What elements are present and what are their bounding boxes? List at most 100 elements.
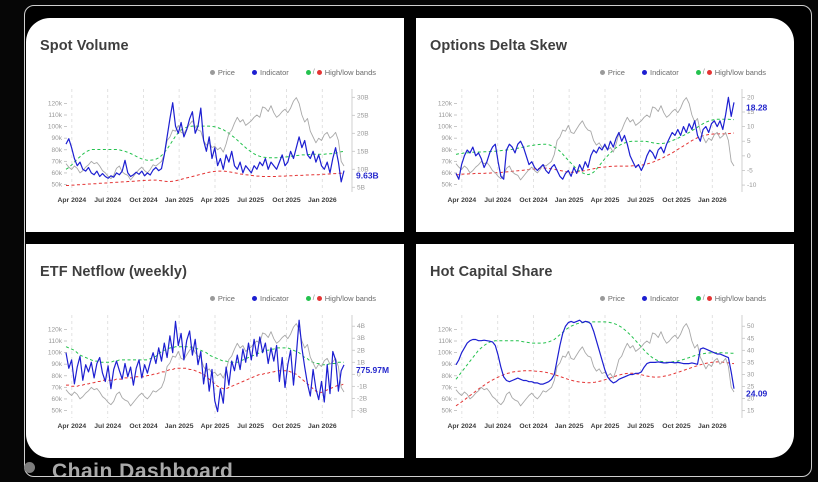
high-band-dot-icon [305,296,311,301]
x-gridlines [71,315,323,418]
chart-plot[interactable]: 120k 110k 100k 90k 80k 70k 60k 50k 4B 3B 2B 1B 0 -1B -… [26,244,404,458]
chart-card-options-delta-skew: Options Delta Skew Price Indicator / High… [416,18,794,232]
svg-text:-5: -5 [747,167,753,174]
low-band-dot-icon [706,296,712,301]
svg-text:15B: 15B [357,148,369,155]
x-gridlines [461,89,713,192]
svg-text:Apr 2024: Apr 2024 [57,423,86,430]
svg-text:Apr 2025: Apr 2025 [201,197,230,204]
svg-text:35: 35 [747,359,755,366]
svg-text:10B: 10B [357,166,369,173]
svg-text:Apr 2024: Apr 2024 [447,423,476,430]
svg-text:Jul 2024: Jul 2024 [484,197,511,204]
price-dot-icon [209,296,215,301]
svg-text:-3B: -3B [357,407,367,414]
x-axis-labels: Apr 2024 Jul 2024 Oct 2024 Jan 2025 Apr 2025… [447,197,726,204]
svg-text:Apr 2024: Apr 2024 [57,197,86,204]
svg-text:25B: 25B [357,112,369,119]
svg-text:110k: 110k [438,338,452,345]
svg-text:Jul 2025: Jul 2025 [237,197,264,204]
chart-card-spot-volume: Spot Volume Price Indicator / High/low ba… [26,18,404,232]
svg-text:20: 20 [747,396,755,403]
chart-plot[interactable]: 120k 110k 100k 90k 80k 70k 60k 50k 20 15 10 5 0 -5 -10… [416,18,794,232]
svg-text:70k: 70k [442,384,453,391]
low-band-dot-icon [316,70,322,75]
svg-text:5: 5 [747,138,751,145]
svg-text:Oct 2025: Oct 2025 [272,197,301,204]
svg-text:60k: 60k [442,396,453,403]
footer-text: Chain Dashboard [52,460,234,476]
price-dot-icon [209,70,215,75]
chart-plot[interactable]: 120k 110k 100k 90k 80k 70k 60k 50k 30B 25B 20B 15B 1… [26,18,404,232]
svg-text:50k: 50k [52,408,63,415]
high-band-dot-icon [695,70,701,75]
price-dot-icon [599,296,605,301]
svg-text:20: 20 [747,94,755,101]
svg-text:Apr 2025: Apr 2025 [201,423,230,430]
svg-text:60k: 60k [442,170,453,177]
svg-text:Oct 2025: Oct 2025 [662,197,691,204]
svg-text:Apr 2025: Apr 2025 [591,197,620,204]
svg-text:4B: 4B [357,323,365,330]
high-band-line [65,125,345,170]
svg-text:-1B: -1B [357,383,367,390]
indicator-value-label: 18.28 [746,102,768,112]
legend-indicator: Indicator [641,68,679,77]
high-band-line [455,118,734,176]
svg-text:-2B: -2B [357,395,367,402]
legend-indicator: Indicator [641,294,679,303]
svg-text:30: 30 [747,371,755,378]
chart-card-hot-capital-share: Hot Capital Share Price Indicator / High/… [416,244,794,458]
low-band-line [455,132,735,176]
svg-text:50k: 50k [442,182,453,189]
price-dot-icon [599,70,605,75]
svg-text:120k: 120k [438,100,453,107]
footer: Chain Dashboard [0,458,818,476]
chart-legend: Price Indicator / High/low bands [599,68,766,77]
indicator-dot-icon [641,296,647,301]
left-axis-labels: 120k 110k 100k 90k 80k 70k 60k 50k [438,326,457,415]
svg-text:Jan 2026: Jan 2026 [698,423,727,430]
x-axis-labels: Apr 2024 Jul 2024 Oct 2024 Jan 2025 Apr 2025… [57,423,336,430]
x-gridlines [461,315,713,418]
svg-text:10: 10 [747,124,755,131]
indicator-value-label: 775.97M [356,365,389,375]
high-band-line [455,321,734,380]
right-axis: 30B 25B 20B 15B 10B 5B [351,89,369,192]
svg-text:Oct 2024: Oct 2024 [519,423,548,430]
svg-text:110k: 110k [438,112,452,119]
svg-text:Jan 2025: Jan 2025 [555,197,584,204]
svg-text:120k: 120k [438,326,453,333]
right-axis: 20 15 10 5 0 -5 -10 [741,89,757,192]
svg-text:Oct 2025: Oct 2025 [662,423,691,430]
indicator-value-label: 9.63B [356,171,379,181]
svg-text:90k: 90k [442,361,453,368]
svg-text:Jan 2025: Jan 2025 [555,423,584,430]
svg-text:30B: 30B [357,94,369,101]
low-band-line [66,170,345,186]
svg-text:70k: 70k [52,384,63,391]
svg-text:3B: 3B [357,335,365,342]
svg-text:100k: 100k [48,350,63,357]
price-line [455,323,735,407]
indicator-dot-icon [251,70,257,75]
svg-text:100k: 100k [438,350,453,357]
svg-text:Jul 2025: Jul 2025 [627,423,654,430]
svg-text:100k: 100k [438,124,453,131]
chart-plot[interactable]: 120k110k100k90k80k70k60k50k5045403530252… [416,244,794,458]
indicator-dot-icon [251,296,257,301]
left-axis-labels: 120k 110k 100k 90k 80k 70k 60k 50k [48,100,67,189]
left-axis-labels: 120k 110k 100k 90k 80k 70k 60k 50k [438,100,457,189]
low-band-dot-icon [316,296,322,301]
svg-text:15: 15 [747,408,755,415]
price-line [65,323,345,407]
svg-text:80k: 80k [442,373,453,380]
indicator-line [65,319,345,413]
chart-legend: Price Indicator / High/low bands [209,294,376,303]
svg-text:50k: 50k [52,182,63,189]
svg-text:120k: 120k [48,100,63,107]
chart-title: Options Delta Skew [430,38,568,54]
svg-text:80k: 80k [52,373,63,380]
left-axis-labels: 120k 110k 100k 90k 80k 70k 60k 50k [48,326,67,415]
